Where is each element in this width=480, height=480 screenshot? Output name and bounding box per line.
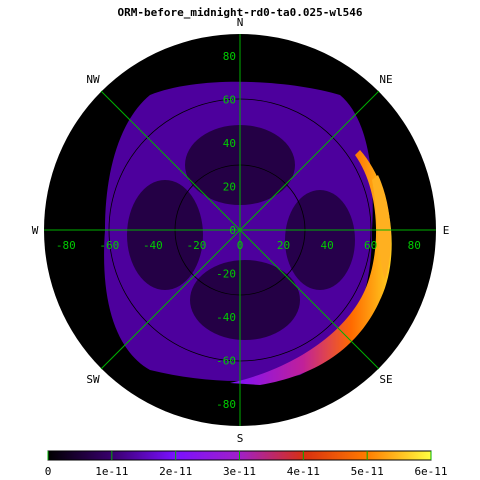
y-tick-label: 60 — [223, 93, 236, 106]
y-tick-label: 0 — [229, 224, 236, 237]
direction-se: SE — [379, 373, 392, 386]
colorbar-tick-label: 1e-11 — [95, 465, 128, 478]
x-tick-label: -20 — [187, 239, 207, 252]
colorbar-tick-label: 3e-11 — [223, 465, 256, 478]
x-tick-label: 60 — [364, 239, 377, 252]
direction-e: E — [443, 224, 450, 237]
x-tick-label: 80 — [408, 239, 421, 252]
y-tick-label: -40 — [216, 311, 236, 324]
colorbar-ticks: 0 1e-11 2e-11 3e-11 4e-11 5e-11 6e-11 — [45, 451, 448, 478]
heatmap-dark-lobe-s — [190, 260, 300, 340]
direction-s: S — [237, 432, 244, 445]
heatmap-field — [104, 81, 392, 385]
heatmap-dark-lobe-w — [127, 180, 203, 290]
y-tick-label: 40 — [223, 137, 236, 150]
y-tick-label: 20 — [223, 180, 236, 193]
grid-lines — [44, 34, 436, 426]
direction-nw: NW — [86, 73, 100, 86]
direction-n: N — [237, 16, 244, 29]
x-tick-label: 40 — [320, 239, 333, 252]
axis-ticks: -80 -80 -60 -60 -40 -40 -20 -20 00 20 20 40 40 60 60 80… — [56, 50, 421, 411]
y-tick-label: -60 — [216, 355, 236, 368]
x-tick-label: 0 — [237, 239, 244, 252]
colorbar-tick-label: 6e-11 — [414, 465, 447, 478]
x-tick-label: 20 — [277, 239, 290, 252]
heatmap-hot-core — [372, 175, 391, 280]
x-tick-label: -60 — [99, 239, 119, 252]
colorbar-tick-label: 5e-11 — [351, 465, 384, 478]
colorbar-tick-label: 2e-11 — [159, 465, 192, 478]
heatmap-dark-lobe-e — [285, 190, 355, 290]
x-tick-label: -40 — [143, 239, 163, 252]
x-tick-label: -80 — [56, 239, 76, 252]
chart-title: ORM-before_midnight-rd0-ta0.025-wl546 — [117, 6, 362, 19]
y-tick-label: 80 — [223, 50, 236, 63]
y-tick-label: -20 — [216, 268, 236, 281]
colorbar-tick-label: 0 — [45, 465, 52, 478]
direction-w: W — [32, 224, 39, 237]
direction-ne: NE — [379, 73, 392, 86]
colorbar-tick-label: 4e-11 — [287, 465, 320, 478]
heatmap-bright-band — [230, 150, 392, 385]
direction-sw: SW — [86, 373, 100, 386]
grid-line-nw-se — [100, 90, 380, 370]
y-tick-label: -80 — [216, 398, 236, 411]
